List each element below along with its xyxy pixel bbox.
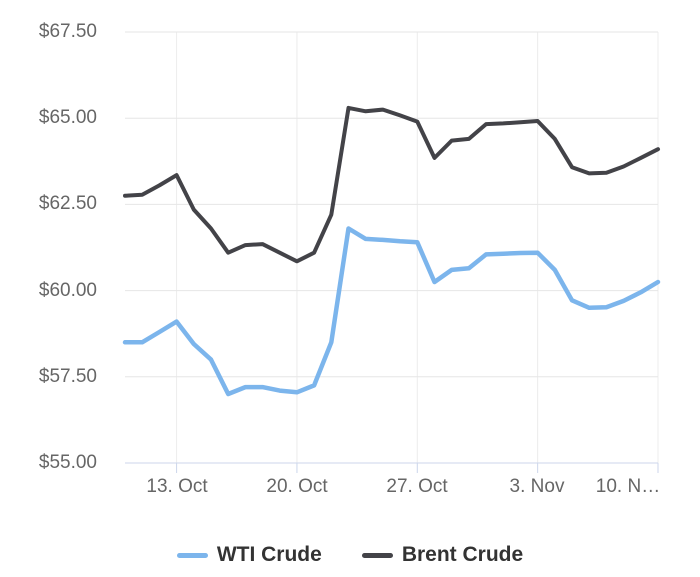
brent-line-symbol: [361, 552, 393, 558]
y-axis-label: $55.00: [38, 452, 97, 473]
legend-item-wti-crude[interactable]: WTI Crude: [176, 543, 322, 567]
y-axis-label: $62.50: [38, 193, 97, 214]
x-axis-label: 27. Oct: [386, 476, 448, 497]
legend-item-brent-crude[interactable]: Brent Crude: [361, 543, 524, 567]
wti-line-symbol: [176, 552, 208, 558]
y-axis-label: $65.00: [38, 107, 97, 128]
legend-label-wti: WTI Crude: [216, 543, 322, 566]
y-axis-label: $57.50: [38, 366, 97, 387]
x-axis-label: 13. Oct: [146, 476, 208, 497]
x-axis-label: 3. Nov: [509, 476, 565, 497]
x-axis-label: 10. N…: [595, 476, 661, 497]
y-axis-label: $60.00: [38, 280, 97, 301]
legend-label-brent: Brent Crude: [401, 543, 524, 566]
series-line-brent-crude[interactable]: [123, 105, 660, 264]
x-axis-label: 20. Oct: [266, 476, 328, 497]
legend: WTI Crude Brent Crude: [0, 543, 700, 567]
series-line-wti-crude[interactable]: [122, 226, 661, 397]
y-axis-label: $67.50: [38, 21, 97, 42]
